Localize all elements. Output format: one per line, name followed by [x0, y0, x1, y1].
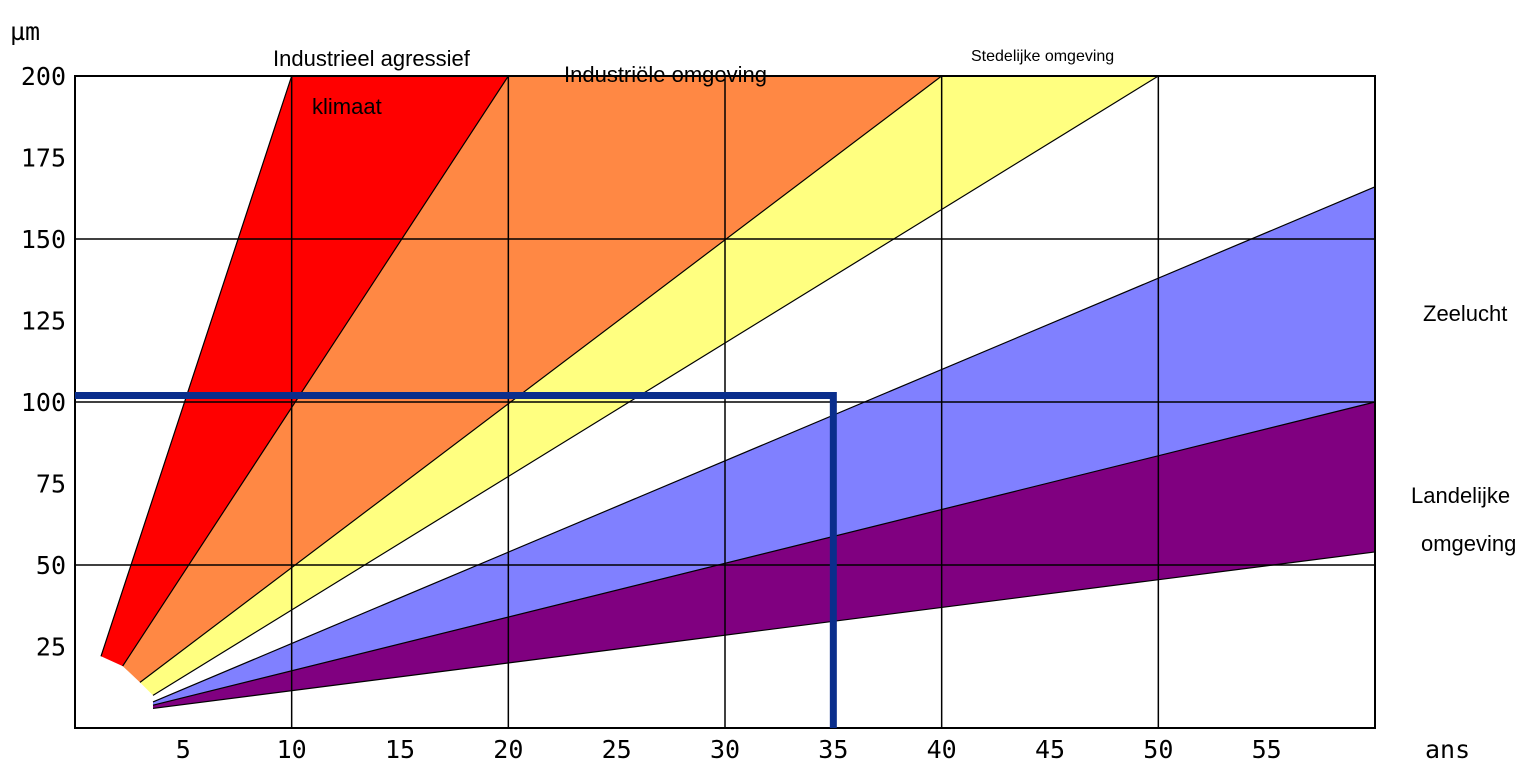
y-tick-label-25: 25 [36, 633, 66, 662]
y-axis-label: µm [10, 17, 40, 46]
y-tick-label-50: 50 [36, 551, 66, 580]
x-axis-label: ans [1425, 735, 1470, 763]
zones-layer [101, 76, 1375, 709]
boundary-line-b5 [152, 186, 1376, 703]
y-tick-label-150: 150 [21, 225, 66, 254]
y-tick-label-125: 125 [21, 307, 66, 336]
x-tick-label-15: 15 [385, 735, 415, 763]
x-tick-label-40: 40 [927, 735, 957, 763]
x-tick-label-45: 45 [1035, 735, 1065, 763]
x-tick-label-55: 55 [1252, 735, 1282, 763]
label-industrieel-line1: Industrieel agressief [273, 46, 471, 71]
y-tick-label-175: 175 [21, 144, 66, 173]
zone-4 [153, 186, 1375, 706]
y-tick-label-200: 200 [21, 62, 66, 91]
boundary-line-b2 [122, 75, 509, 667]
y-tick-label-75: 75 [36, 470, 66, 499]
boundary-line-b4 [152, 75, 1159, 696]
x-tick-label-25: 25 [602, 735, 632, 763]
boundary-line-b1 [100, 75, 293, 657]
zone-3 [140, 76, 1159, 696]
y-tick-label-100: 100 [21, 388, 66, 417]
label-landelijke-line2: omgeving [1421, 531, 1516, 556]
x-tick-label-5: 5 [176, 735, 191, 763]
boundary-line-b3 [139, 75, 943, 683]
label-industrieel-line2: klimaat [312, 94, 382, 119]
marker-layer [75, 391, 837, 728]
x-tick-label-50: 50 [1143, 735, 1173, 763]
label-stedelijke: Stedelijke omgeving [971, 48, 1114, 65]
ticks-layer: 5 10 15 20 25 30 35 40 45 50 55 25 50 75 100 125 150 175 2… [21, 62, 1282, 763]
marker-line [75, 391, 837, 728]
x-tick-label-30: 30 [710, 735, 740, 763]
zone-5 [153, 402, 1375, 709]
x-tick-label-35: 35 [818, 735, 848, 763]
zone-1 [101, 76, 509, 667]
x-tick-label-20: 20 [493, 735, 523, 763]
zone-2 [122, 76, 942, 683]
x-tick-label-10: 10 [277, 735, 307, 763]
boundary-line-b6 [152, 401, 1376, 706]
label-landelijke-line1: Landelijke [1411, 483, 1510, 508]
boundary-layer [100, 75, 1376, 710]
boundary-line-b7 [152, 551, 1376, 710]
label-zeelucht: Zeelucht [1423, 301, 1507, 326]
label-industriele: Industriële omgeving [564, 62, 767, 87]
